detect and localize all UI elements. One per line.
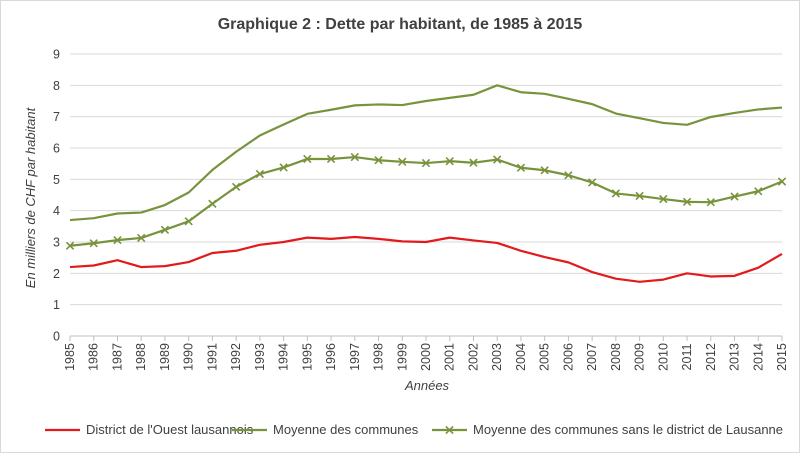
x-tick-label: 2001 <box>443 343 457 371</box>
x-tick-label: 2000 <box>419 343 433 371</box>
x-tick-label: 2014 <box>751 343 765 371</box>
data-point-marker <box>659 194 668 204</box>
x-tick-label: 1993 <box>253 343 267 371</box>
data-point-marker <box>445 156 454 166</box>
x-tick-label: 2005 <box>538 343 552 371</box>
x-tick-label: 2012 <box>704 343 718 371</box>
data-point-marker <box>754 187 763 196</box>
x-tick-label: 1992 <box>229 343 243 371</box>
data-point-marker <box>65 241 75 250</box>
legend-label-moyenne: Moyenne des communes <box>273 422 419 437</box>
legend: District de l'Ouest lausannois Moyenne d… <box>45 422 783 437</box>
x-tick-label: 2010 <box>656 343 670 371</box>
x-axis-label: Années <box>404 378 450 393</box>
x-tick-label: 2002 <box>466 343 480 371</box>
x-tick-label: 2004 <box>514 343 528 371</box>
y-tick-label: 4 <box>53 204 60 218</box>
data-point-marker <box>255 169 265 179</box>
data-point-marker <box>777 177 787 186</box>
data-point-marker <box>374 156 383 165</box>
y-tick-labels: 0 1 2 3 4 5 6 7 8 9 <box>53 48 60 344</box>
x-tick-label: 1997 <box>348 343 362 371</box>
legend-label-moyenne-sans-lausanne: Moyenne des communes sans le district de… <box>473 422 783 437</box>
x-tick-label: 1991 <box>205 343 219 371</box>
data-point-marker <box>137 233 146 243</box>
y-tick-label: 9 <box>53 48 60 62</box>
data-point-marker <box>350 152 359 162</box>
x-tick-label: 1990 <box>182 343 196 371</box>
y-tick-label: 3 <box>53 236 60 250</box>
gridlines <box>70 53 782 337</box>
x-tick-label: 1987 <box>110 343 124 371</box>
data-point-marker <box>635 191 644 201</box>
x-tick-label: 2008 <box>609 343 623 371</box>
data-point-marker <box>208 199 217 208</box>
series-lines <box>65 84 787 283</box>
data-point-marker <box>540 166 549 175</box>
series-line-1 <box>69 84 783 222</box>
data-point-marker <box>730 192 739 201</box>
x-tick-label: 2011 <box>680 344 694 371</box>
y-tick-label: 1 <box>53 298 60 312</box>
y-axis-label: En milliers de CHF par habitant <box>23 106 38 288</box>
data-point-marker <box>279 163 288 172</box>
x-tick-label: 1989 <box>158 343 172 371</box>
data-point-marker <box>706 198 715 207</box>
x-tick-label: 1995 <box>300 343 314 371</box>
y-tick-label: 7 <box>53 110 60 124</box>
data-point-marker <box>89 239 98 248</box>
data-point-marker <box>113 235 122 245</box>
x-tick-label: 1996 <box>324 343 338 371</box>
legend-marker <box>445 425 454 435</box>
data-point-marker <box>326 154 336 164</box>
series-line-0 <box>69 235 783 283</box>
x-tick-label: 2006 <box>561 343 575 371</box>
x-tick-labels: 1985 1986 1987 1988 1989 1990 1991 1992 1993 1994… <box>63 336 789 371</box>
x-tick-label: 1986 <box>87 343 101 371</box>
x-tick-label: 2013 <box>728 343 742 371</box>
legend-marker-x-icon <box>445 425 454 435</box>
x-tick-label: 2007 <box>585 343 599 371</box>
data-point-marker <box>469 158 478 167</box>
y-tick-label: 2 <box>53 267 60 281</box>
data-point-marker <box>682 197 692 207</box>
chart-title: Graphique 2 : Dette par habitant, de 198… <box>218 16 583 33</box>
data-point-marker <box>564 171 573 180</box>
data-point-marker <box>303 154 312 164</box>
x-tick-label: 1985 <box>63 343 77 371</box>
x-tick-label: 2009 <box>633 343 647 371</box>
x-tick-label: 2015 <box>775 343 789 371</box>
x-tick-label: 2003 <box>490 343 504 371</box>
data-point-marker <box>184 217 193 226</box>
y-tick-label: 0 <box>53 330 60 344</box>
data-point-marker <box>421 158 431 168</box>
y-tick-label: 6 <box>53 142 60 156</box>
x-tick-label: 1994 <box>277 343 291 371</box>
y-tick-label: 5 <box>53 173 60 187</box>
data-point-marker <box>493 155 502 164</box>
x-tick-label: 1988 <box>134 343 148 371</box>
x-tick-label: 1998 <box>372 343 386 371</box>
data-point-marker <box>231 182 241 192</box>
x-tick-label: 1999 <box>395 343 409 371</box>
data-point-marker <box>160 225 170 234</box>
data-point-marker <box>516 163 526 172</box>
data-point-marker <box>398 157 407 166</box>
data-point-marker <box>611 189 621 198</box>
legend-label-district: District de l'Ouest lausannois <box>86 422 254 437</box>
series-line-2 <box>69 155 783 247</box>
y-tick-label: 8 <box>53 79 60 93</box>
data-point-marker <box>587 178 597 187</box>
